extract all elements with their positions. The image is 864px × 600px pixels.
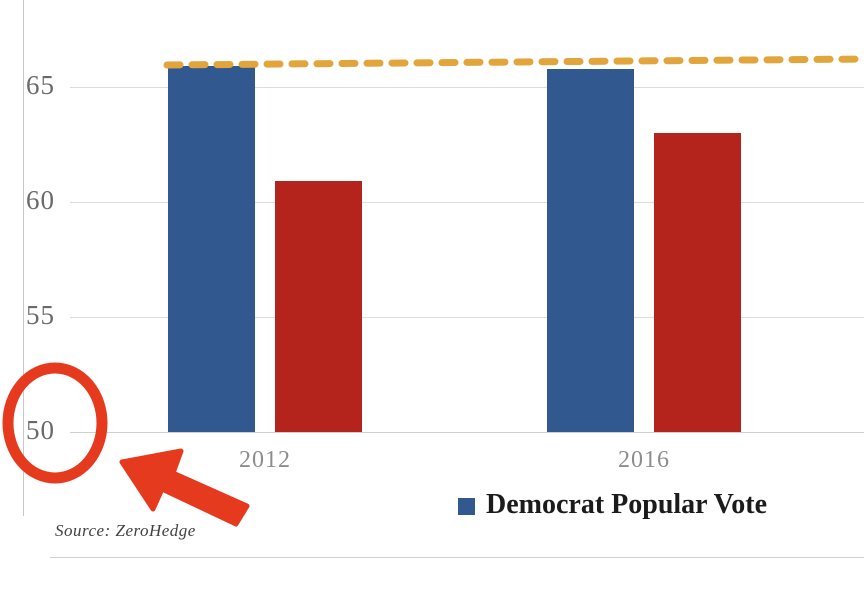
bar-democrat-2016 bbox=[547, 68, 634, 432]
legend-label-democrat: Democrat Popular Vote bbox=[486, 489, 767, 520]
legend: Democrat Popular Vote bbox=[458, 489, 767, 521]
legend-swatch-democrat bbox=[458, 498, 475, 515]
gridline-50 bbox=[70, 432, 864, 433]
bar-republican-2012 bbox=[275, 181, 362, 432]
source-note: Source: ZeroHedge bbox=[55, 521, 196, 540]
bar-democrat-2012 bbox=[168, 66, 255, 432]
y-tick-label-55: 55 bbox=[26, 300, 55, 330]
y-tick-label-50: 50 bbox=[26, 415, 55, 445]
y-axis-line bbox=[23, 0, 24, 516]
gridline-55 bbox=[70, 317, 864, 318]
x-category-label-2012: 2012 bbox=[239, 447, 291, 473]
bar-republican-2016 bbox=[654, 133, 741, 432]
bottom-separator-line bbox=[50, 557, 864, 558]
gridline-65 bbox=[70, 87, 864, 88]
y-tick-label-60: 60 bbox=[26, 185, 55, 215]
x-category-label-2016: 2016 bbox=[618, 447, 670, 473]
dashed-reference-line-icon bbox=[163, 55, 864, 69]
y-tick-label-65: 65 bbox=[26, 70, 55, 100]
gridline-60 bbox=[70, 202, 864, 203]
